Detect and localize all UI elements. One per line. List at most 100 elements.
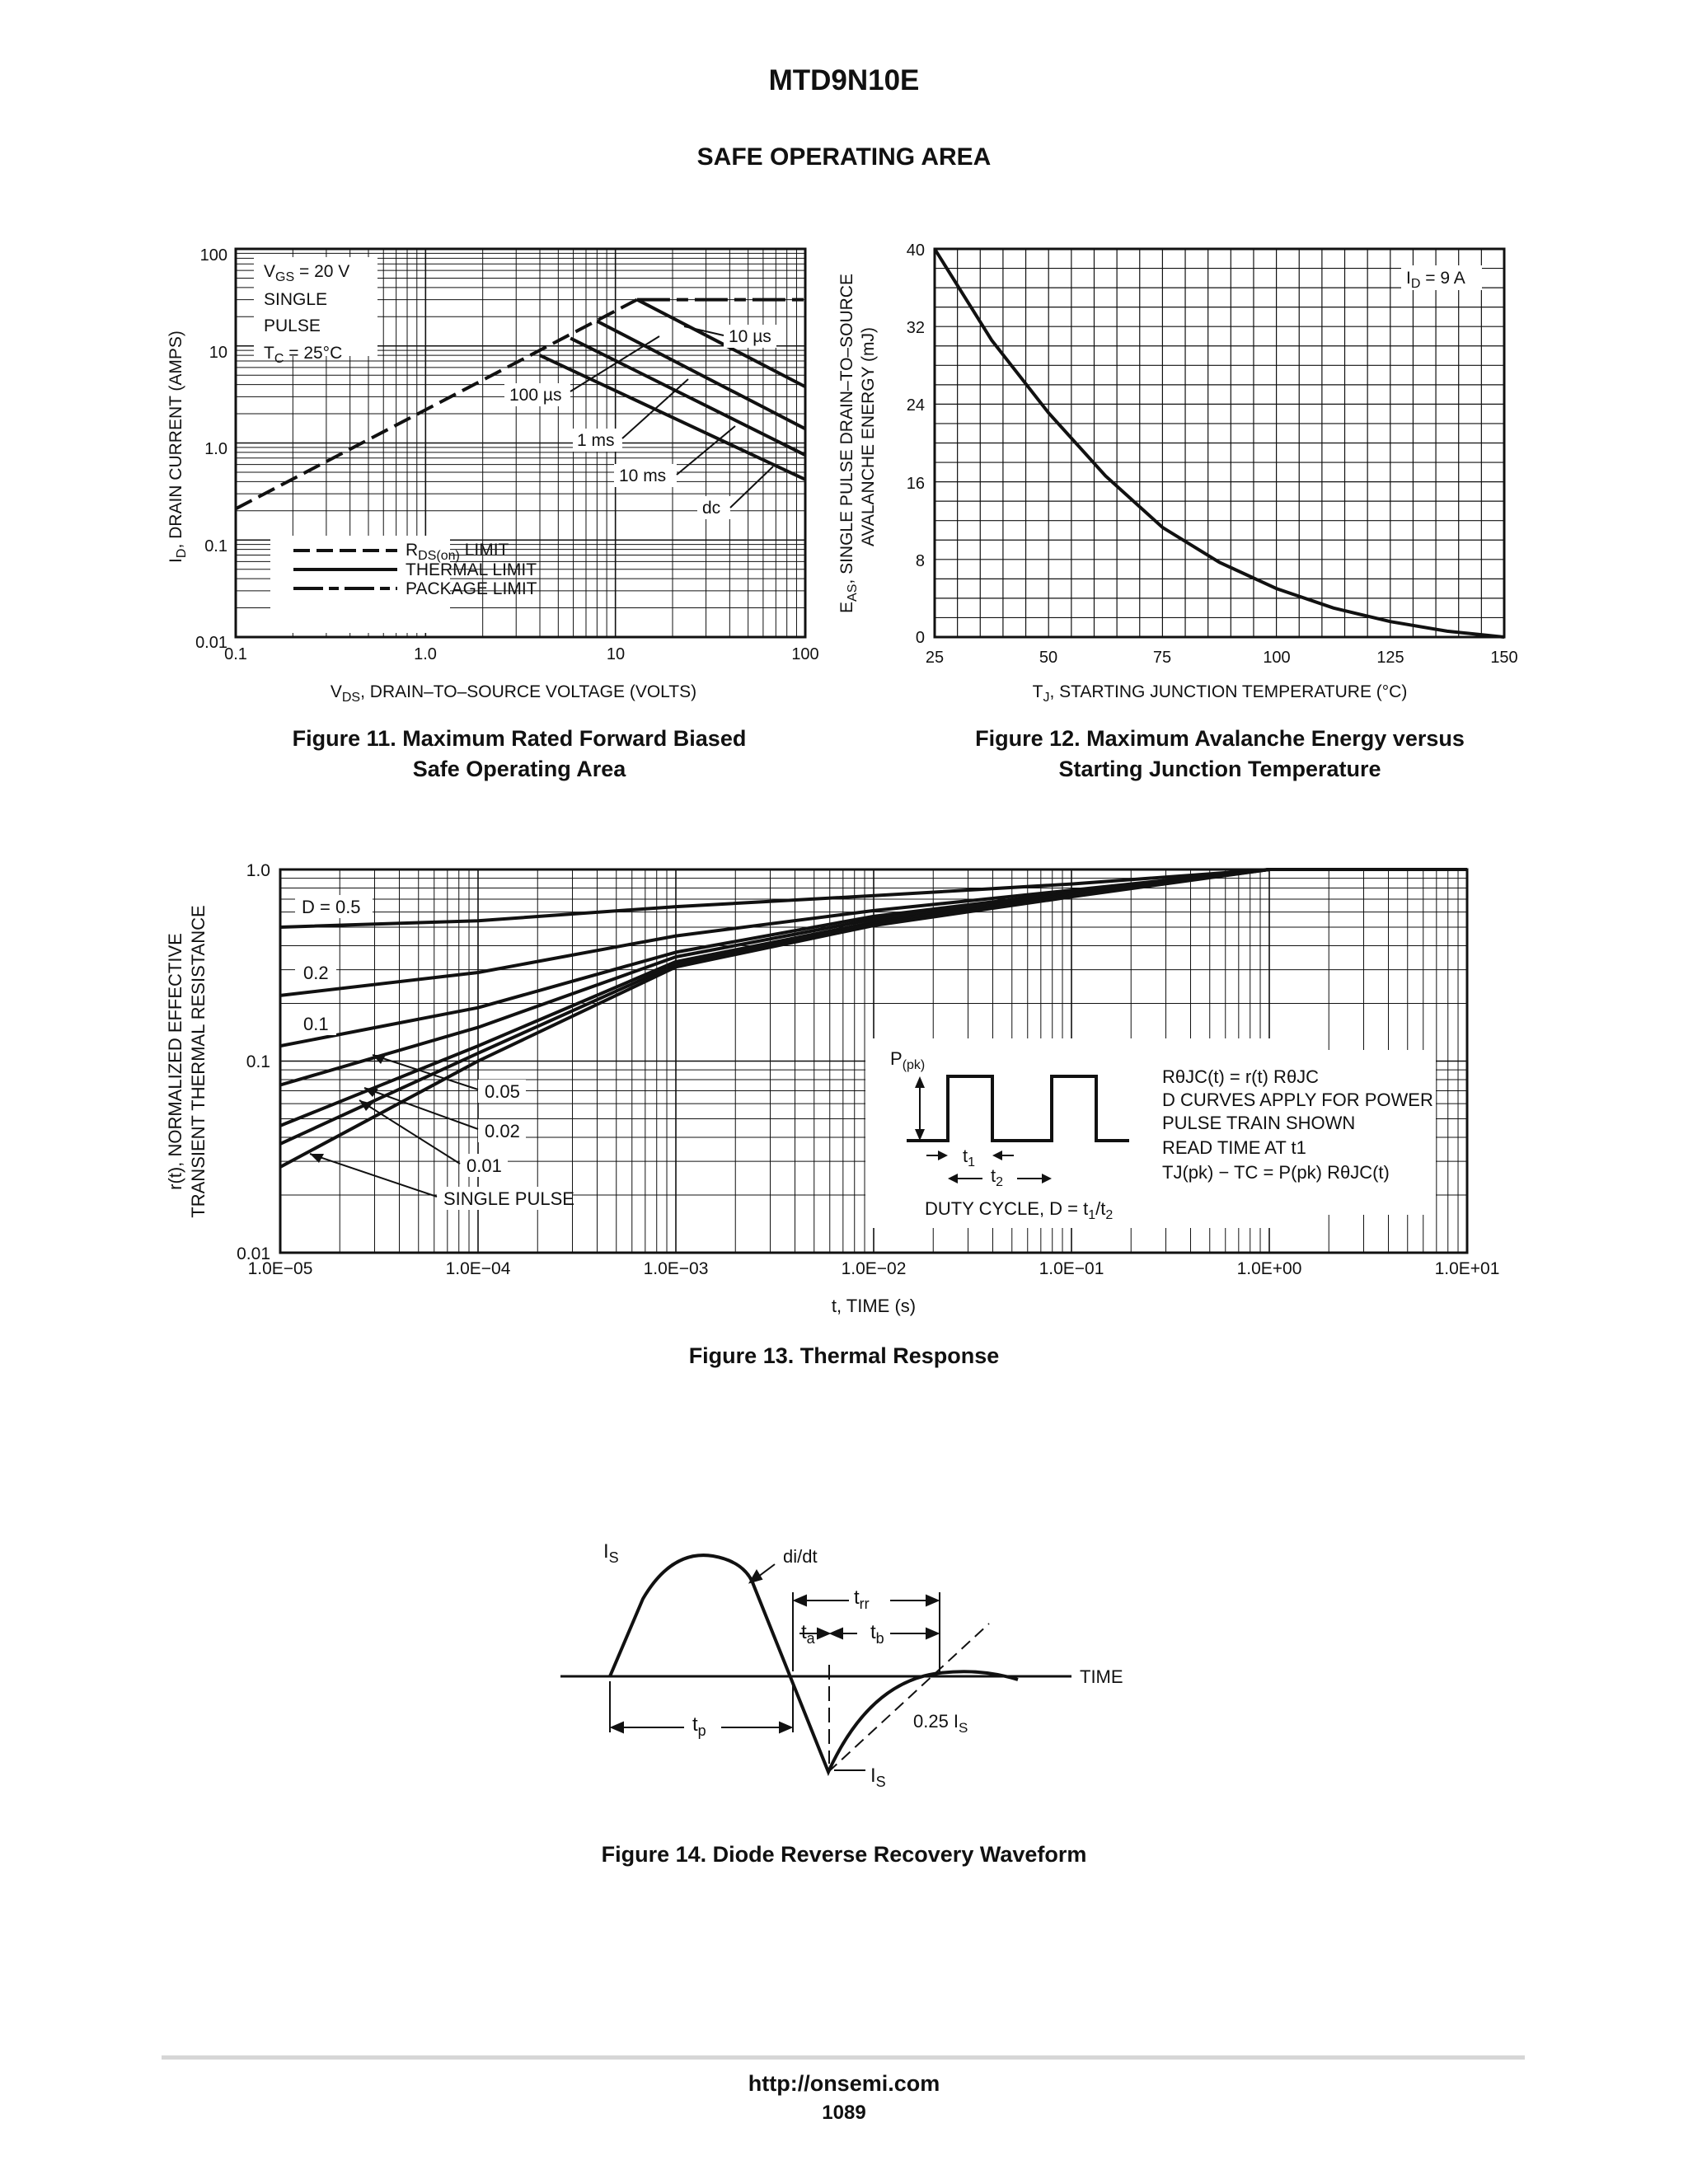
- fig11-series: [570, 336, 806, 457]
- fig13-leader-arrows: [310, 1055, 386, 1163]
- fig13-x-ticks: 1.0E−05 1.0E−04 1.0E−03 1.0E−02 1.0E−01 …: [248, 1259, 1500, 1278]
- fig11-curve-labels: 10 µs 100 µs 1 ms 10 ms dc: [504, 325, 776, 519]
- fig11-y-label: ID, DRAIN CURRENT (AMPS): [166, 330, 189, 563]
- svg-text:PACKAGE LIMIT: PACKAGE LIMIT: [406, 579, 537, 598]
- fig12-annotation: ID = 9 A: [1406, 269, 1465, 291]
- label-d005: 0.05: [485, 1081, 520, 1102]
- figure-14-caption: Figure 14. Diode Reverse Recovery Wavefo…: [601, 1842, 1087, 1867]
- fig13-x-tick: 1.0E−04: [446, 1259, 511, 1278]
- fig13-curve-labels: D = 0.5 0.2 0.1 0.05 0.02 0.01 SINGLE PU…: [295, 895, 574, 1210]
- fig12-grid: [934, 248, 1505, 638]
- trr-label: trr: [854, 1586, 870, 1612]
- svg-text:RDS(on) LIMIT: RDS(on) LIMIT: [406, 541, 509, 563]
- fig12-y-tick: 16: [907, 475, 925, 493]
- fig13-curves: [279, 868, 1467, 1169]
- label-10ms: 10 ms: [619, 466, 666, 485]
- tb-label: tb: [870, 1621, 884, 1647]
- fig12-frame: [933, 247, 1506, 639]
- ta-label: ta: [801, 1621, 816, 1647]
- fig12-y-ticks: 40 32 24 16 8 0: [907, 241, 925, 647]
- note-line: D CURVES APPLY FOR POWER: [1162, 1090, 1433, 1110]
- svg-text:PULSE: PULSE: [264, 316, 321, 335]
- fig11-leader-lines: [570, 326, 774, 509]
- svg-text:TC = 25°C: TC = 25°C: [264, 344, 342, 366]
- note-line: TJ(pk) − TC = P(pk) RθJC(t): [1162, 1162, 1390, 1183]
- fig12-y-tick: 40: [907, 241, 925, 260]
- svg-text:THERMAL LIMIT: THERMAL LIMIT: [406, 560, 537, 579]
- figure-13-caption: Figure 13. Thermal Response: [688, 1343, 1000, 1368]
- fig13-series: [279, 868, 1467, 1169]
- fig11-y-tick: 10: [209, 344, 227, 362]
- fig12-x-label: TJ, STARTING JUNCTION TEMPERATURE (°C): [1033, 682, 1408, 705]
- fig11-x-tick: 0.1: [224, 645, 247, 663]
- figure-14-diagram: TIME di/dt IS trr ta tb tp 0.25 IS IS: [560, 1540, 1123, 1790]
- figure-13-chart: 1.0 0.1 0.01 1.0E−05 1.0E−04 1.0E−03 1.0…: [165, 861, 1500, 1316]
- fig11-curves: [235, 298, 806, 511]
- label-d02: 0.2: [303, 963, 329, 983]
- fig12-x-tick: 100: [1263, 649, 1290, 667]
- note-line: PULSE TRAIN SHOWN: [1162, 1113, 1355, 1133]
- fig12-y-tick: 32: [907, 319, 925, 337]
- fig11-y-tick: 0.01: [195, 634, 227, 652]
- fig12-x-tick: 50: [1039, 649, 1057, 667]
- fig11-x-label: VDS, DRAIN–TO–SOURCE VOLTAGE (VOLTS): [331, 682, 696, 705]
- fig11-y-tick: 0.1: [204, 537, 227, 555]
- document-title: MTD9N10E: [768, 64, 920, 96]
- is-peak-label: IS: [603, 1540, 619, 1566]
- label-d01: 0.1: [303, 1014, 329, 1034]
- fig12-y-label-1: EAS, SINGLE PULSE DRAIN–TO–SOURCE: [837, 274, 860, 613]
- note-line: READ TIME AT t1: [1162, 1137, 1306, 1158]
- label-1ms: 1 ms: [577, 431, 615, 450]
- section-title: SAFE OPERATING AREA: [696, 143, 992, 171]
- fig13-y-tick: 1.0: [246, 861, 270, 880]
- fig13-y-label-1: r(t), NORMALIZED EFFECTIVE: [165, 933, 185, 1190]
- fig12-annotation-box: [1401, 265, 1482, 290]
- fig11-series: [596, 319, 806, 431]
- fig13-notes: RθJC(t) = r(t) RθJC D CURVES APPLY FOR P…: [1162, 1066, 1433, 1183]
- fig13-y-tick: 0.01: [237, 1244, 270, 1263]
- label-d001: 0.01: [467, 1155, 502, 1176]
- fig12-x-tick: 25: [926, 649, 944, 667]
- svg-text:VGS = 20 V: VGS = 20 V: [264, 262, 349, 284]
- fig11-series: [539, 354, 806, 481]
- fig12-y-tick: 8: [916, 552, 925, 570]
- fig11-conditions: VGS = 20 V SINGLE PULSE TC = 25°C: [264, 262, 349, 366]
- fig13-x-tick: 1.0E+00: [1237, 1259, 1302, 1278]
- fig11-y-tick: 1.0: [204, 440, 227, 458]
- svg-text:t1: t1: [963, 1146, 975, 1169]
- label-100us: 100 µs: [509, 386, 561, 405]
- fig12-x-tick: 75: [1153, 649, 1171, 667]
- tp-label: tp: [692, 1713, 706, 1739]
- note-line: RθJC(t) = r(t) RθJC: [1162, 1066, 1319, 1087]
- fig11-series: [635, 298, 806, 389]
- fig12-y-tick: 0: [916, 629, 925, 647]
- fig12-y-tick: 24: [907, 396, 925, 415]
- fig13-x-tick: 1.0E−05: [248, 1259, 313, 1278]
- is-reverse-label: IS: [870, 1765, 886, 1790]
- svg-text:SINGLE: SINGLE: [264, 290, 327, 309]
- fig12-y-label-2: AVALANCHE ENERGY (mJ): [859, 327, 878, 546]
- fig13-x-tick: 1.0E+01: [1435, 1259, 1500, 1278]
- figure-12-caption: Figure 12. Maximum Avalanche Energy vers…: [975, 726, 1465, 781]
- fig11-x-tick: 1.0: [414, 645, 437, 663]
- fig14-dimension-arrows: [609, 1563, 940, 1734]
- fig13-leader-lines: [309, 1054, 479, 1197]
- fig12-x-tick: 125: [1376, 649, 1404, 667]
- tangent-line: [828, 1623, 990, 1773]
- label-dc: dc: [702, 499, 720, 518]
- fig13-notes-box: [1156, 1050, 1436, 1215]
- fig13-x-tick: 1.0E−02: [842, 1259, 907, 1278]
- footer-url[interactable]: http://onsemi.com: [748, 2071, 940, 2096]
- quarter-is-label: 0.25 IS: [913, 1711, 968, 1736]
- fig13-y-ticks: 1.0 0.1 0.01: [237, 861, 270, 1263]
- fig11-x-tick: 10: [607, 645, 625, 663]
- fig13-frame: [279, 868, 1469, 1254]
- fig11-y-tick: 100: [200, 246, 227, 265]
- fig11-frame: [234, 247, 807, 639]
- page-number: 1089: [822, 2102, 866, 2124]
- fig12-x-tick: 150: [1490, 649, 1517, 667]
- label-single-pulse: SINGLE PULSE: [443, 1188, 574, 1209]
- fig11-x-tick: 100: [791, 645, 818, 663]
- fig12-x-ticks: 25 50 75 100 125 150: [926, 649, 1518, 667]
- fig13-y-label-2: TRANSIENT THERMAL RESISTANCE: [188, 905, 209, 1217]
